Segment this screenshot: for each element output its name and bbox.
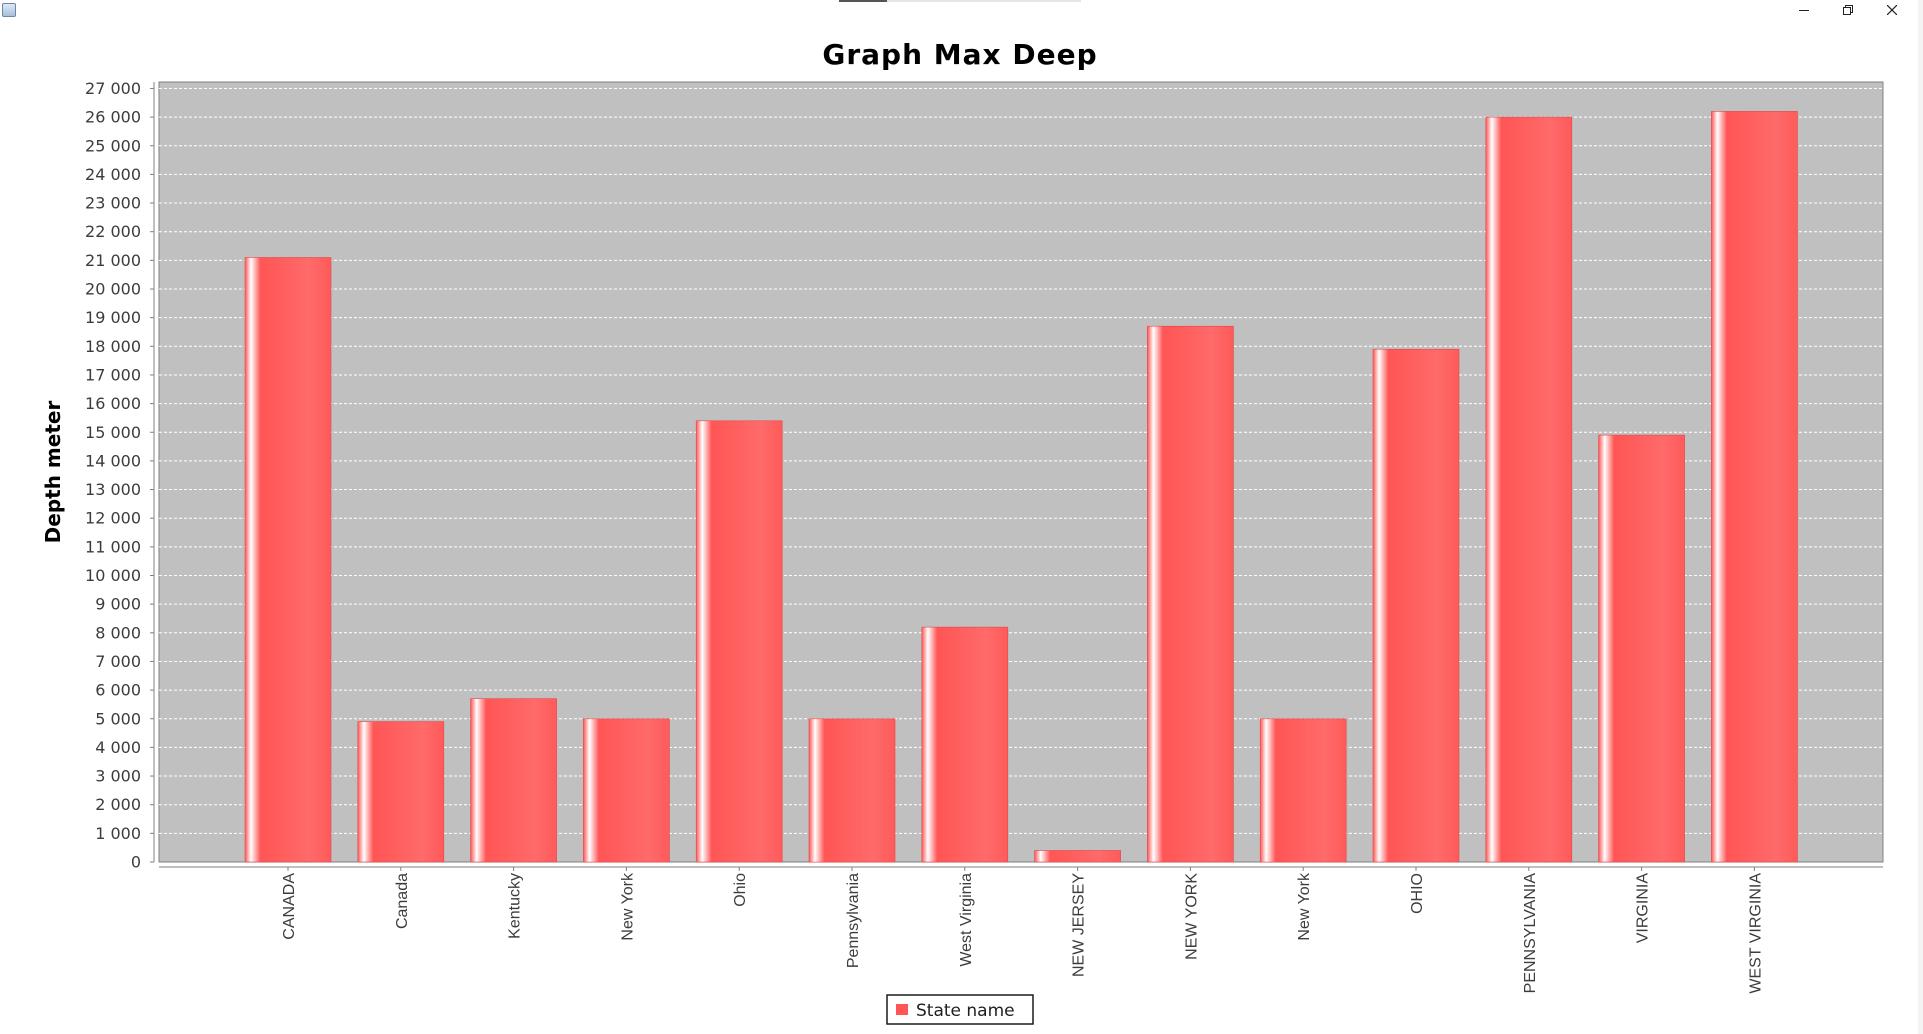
legend-box (886, 994, 1034, 1025)
titlebar-tab-active-marker (839, 0, 887, 2)
legend-label: State name (916, 1001, 1015, 1021)
x-tick-label: OHIO (1409, 873, 1426, 914)
x-tick-label: VIRGINIA (1635, 873, 1652, 944)
y-tick-label: 14 000 (85, 451, 141, 470)
x-tick-label: Kentucky (507, 873, 524, 939)
y-tick-label: 2 000 (95, 795, 141, 814)
y-tick-label: 21 000 (85, 251, 141, 270)
y-tick-label: 6 000 (95, 681, 141, 700)
restore-icon (1843, 5, 1853, 15)
y-tick-label: 3 000 (95, 767, 141, 786)
bar (583, 718, 670, 863)
x-axis-ticks: CANADA Canada Kentucky New York Ohio Pennsylv… (281, 867, 1764, 994)
bar (1372, 348, 1460, 863)
bar (695, 420, 783, 863)
y-tick-label: 18 000 (85, 337, 141, 356)
y-tick-label: 10 000 (85, 566, 141, 585)
bar (1711, 111, 1798, 863)
y-tick-label: 1 000 (95, 824, 141, 843)
bars (244, 111, 1798, 863)
close-button[interactable] (1870, 0, 1914, 20)
y-axis-label: Depth meter (41, 401, 65, 544)
bar (244, 257, 332, 863)
plot-area (158, 81, 1884, 863)
x-tick-label: New York (1296, 872, 1313, 941)
x-tick-label: NEW JERSEY (1071, 873, 1088, 977)
y-tick-label: 8 000 (95, 623, 141, 642)
y-tick-label: 15 000 (85, 423, 141, 442)
y-tick-label: 22 000 (85, 222, 141, 241)
y-tick-label: 17 000 (85, 365, 141, 384)
y-tick-label: 7 000 (95, 652, 141, 671)
y-tick-label: 25 000 (85, 136, 141, 155)
bar (470, 698, 557, 863)
x-tick-label: New York (619, 872, 636, 941)
y-tick-label: 23 000 (85, 194, 141, 213)
y-tick-label: 13 000 (85, 480, 141, 499)
x-tick-label: PENNSYLVANIA (1522, 873, 1539, 994)
x-tick-label: WEST VIRGINIA (1747, 873, 1764, 994)
window-titlebar (0, 0, 1923, 20)
y-tick-label: 19 000 (85, 308, 141, 327)
restore-button[interactable] (1826, 0, 1870, 20)
window-right-edge (1918, 0, 1923, 1034)
titlebar-tab-strip (839, 0, 1081, 2)
x-tick-label: CANADA (281, 873, 298, 940)
minimize-button[interactable] (1782, 0, 1826, 20)
y-tick-label: 27 000 (85, 79, 141, 98)
minimize-icon (1799, 5, 1809, 15)
bar (1147, 325, 1234, 863)
gridlines (159, 87, 1883, 834)
x-tick-label: Canada (394, 873, 411, 929)
y-tick-label: 9 000 (95, 595, 141, 614)
x-tick-label: NEW YORK (1183, 873, 1200, 960)
x-tick-label: Ohio (732, 873, 749, 907)
java-app-icon[interactable] (2, 3, 16, 17)
x-tick-label: Pennsylvania (845, 873, 862, 968)
y-tick-label: 4 000 (95, 738, 141, 757)
y-tick-label: 0 (131, 853, 141, 872)
chart-title: Graph Max Deep (822, 38, 1097, 71)
bar (921, 626, 1009, 863)
legend-swatch (896, 1004, 908, 1015)
legend: State name (886, 994, 1034, 1025)
y-tick-label: 24 000 (85, 165, 141, 184)
bar (808, 718, 896, 863)
bar (357, 721, 445, 863)
bar (1485, 116, 1573, 863)
y-axis-ticks: 0 1 000 2 000 3 000 4 000 5 000 6 000 7 000 8 00… (85, 79, 154, 872)
y-tick-label: 20 000 (85, 280, 141, 299)
y-tick-label: 5 000 (95, 709, 141, 728)
y-tick-label: 11 000 (85, 537, 141, 556)
y-tick-label: 12 000 (85, 509, 141, 528)
bar (1259, 718, 1347, 863)
bar (1598, 434, 1685, 863)
x-tick-label: West Virginia (958, 873, 975, 967)
close-icon (1887, 5, 1897, 15)
y-tick-label: 16 000 (85, 394, 141, 413)
y-tick-label: 26 000 (85, 108, 141, 127)
bar (1034, 850, 1121, 863)
